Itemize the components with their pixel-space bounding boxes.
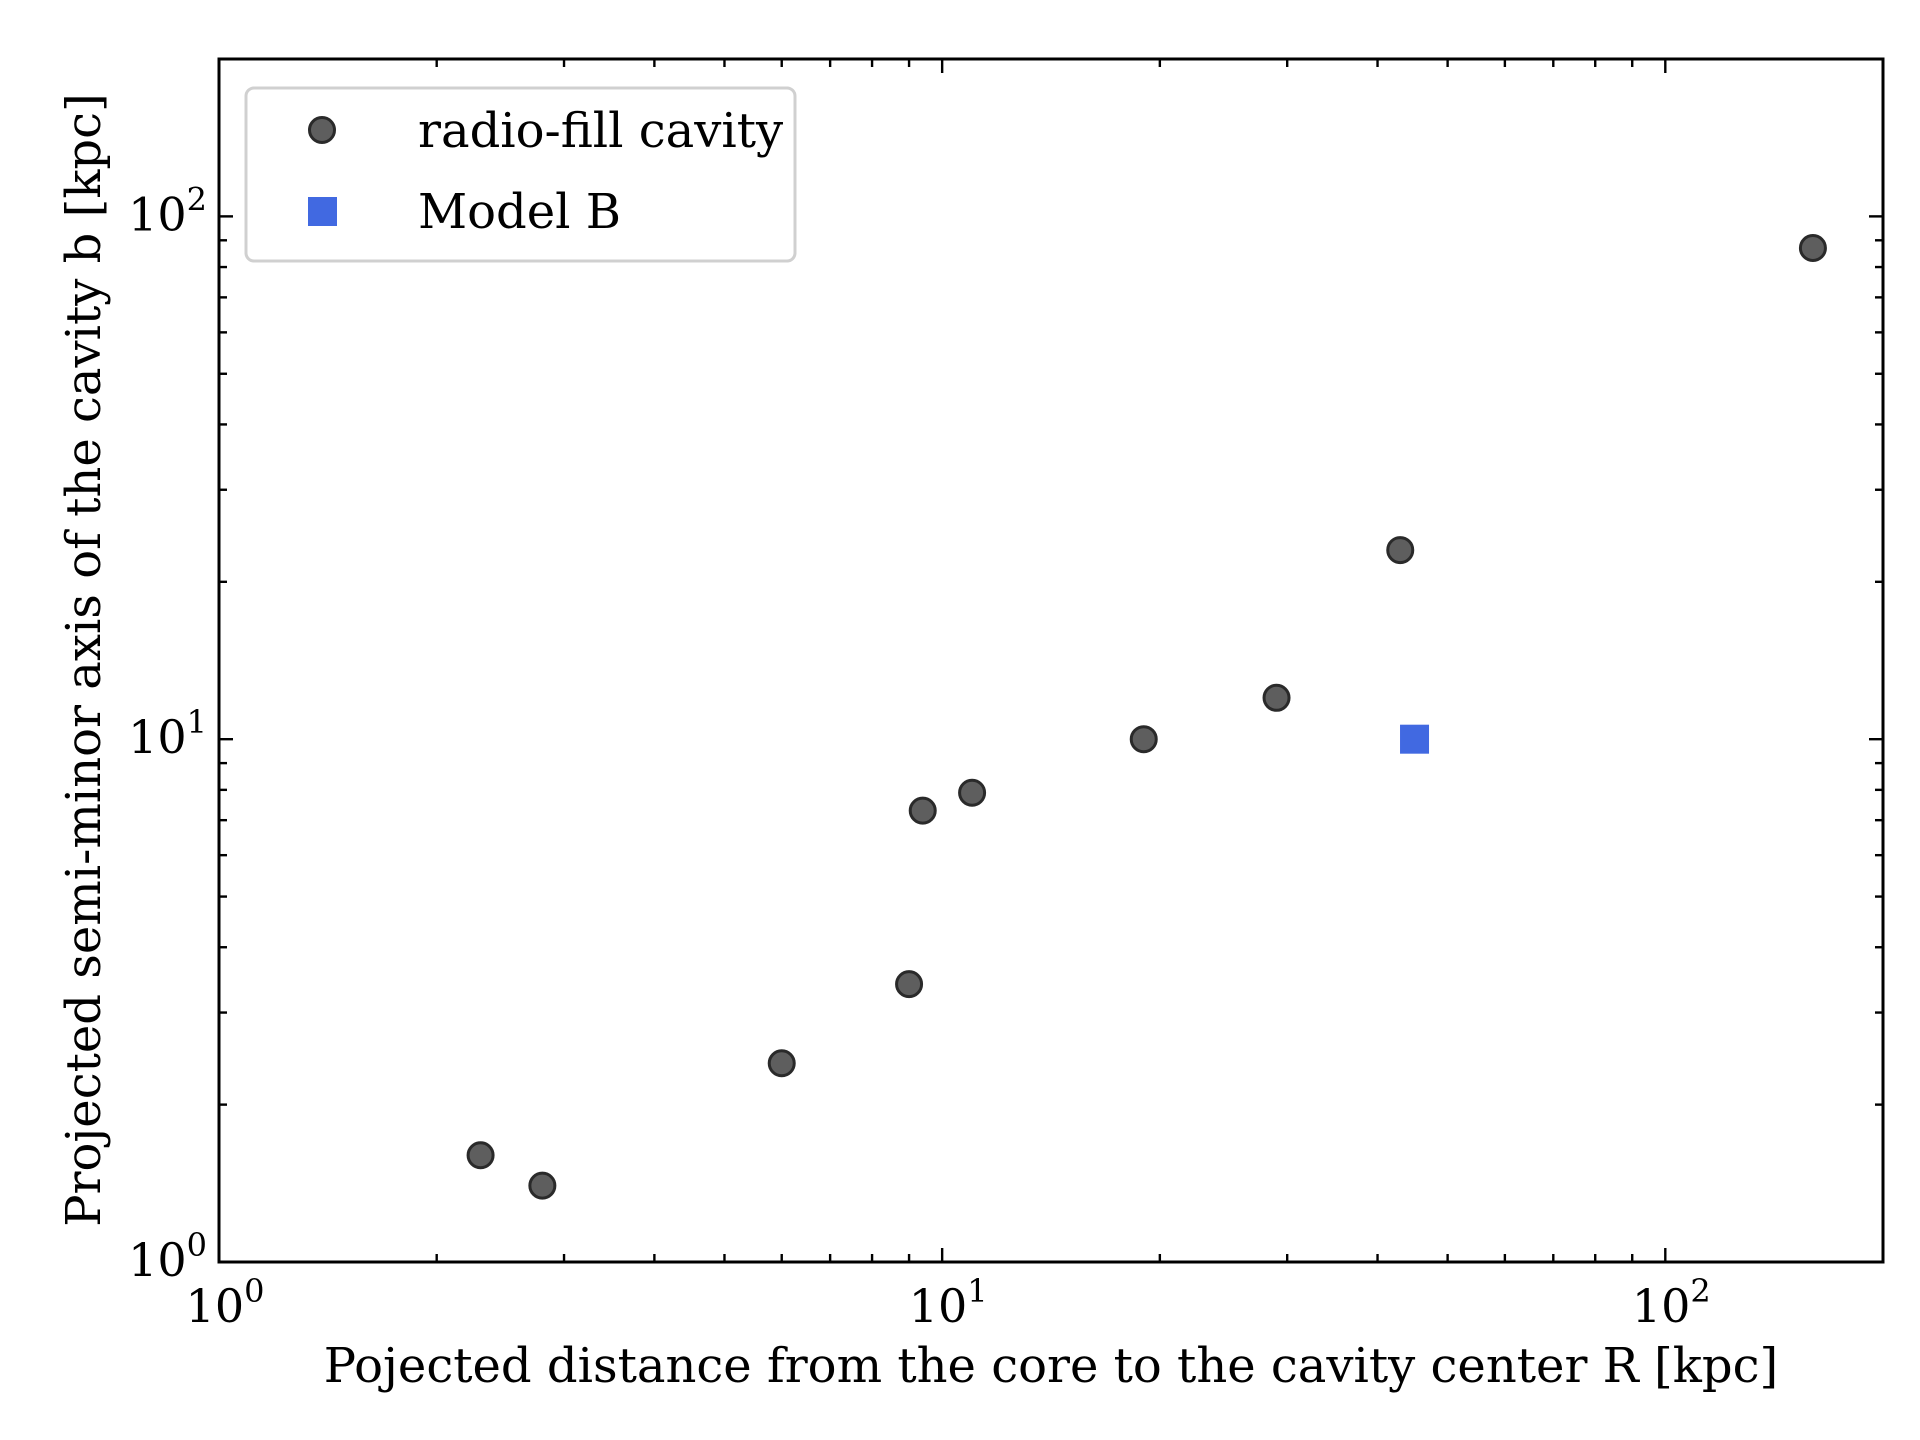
radio-fill-cavity-point: [1262, 683, 1291, 712]
y-tick-label: 102: [128, 180, 207, 241]
axes-frame: [217, 57, 1885, 1264]
radio-fill-cavity-point: [895, 970, 924, 999]
y-axis-label: Projected semi-minor axis of the cavity …: [56, 93, 112, 1226]
data-points: [466, 234, 1827, 1200]
legend: radio-fill cavity Model B: [244, 86, 797, 263]
radio-fill-cavity-point: [908, 796, 937, 825]
radio-fill-cavity-point: [528, 1171, 557, 1200]
x-tick-label: 102: [1632, 1272, 1711, 1333]
y-tick-label: 100: [128, 1226, 207, 1287]
legend-marker-model-b: [308, 197, 337, 226]
legend-label-model-b: Model B: [418, 184, 621, 240]
radio-fill-cavity-point: [1386, 536, 1415, 565]
y-tick-label: 101: [128, 703, 207, 764]
x-axis-label: Pojected distance from the core to the c…: [324, 1338, 1778, 1394]
radio-fill-cavity-point: [1129, 725, 1158, 754]
x-tick-label: 100: [186, 1272, 265, 1333]
radio-fill-cavity-point: [466, 1141, 495, 1170]
axis-ticks: 100 101 102 100 101 102: [128, 57, 1885, 1333]
legend-box: [244, 86, 797, 263]
radio-fill-cavity-point: [958, 778, 987, 807]
radio-fill-cavity-point: [767, 1049, 796, 1078]
legend-label-radio-fill-cavity: radio-fill cavity: [418, 103, 783, 159]
x-tick-label: 101: [909, 1272, 988, 1333]
radio-fill-cavity-point: [1798, 234, 1827, 263]
legend-marker-radio-fill-cavity: [308, 116, 336, 144]
model-b-point: [1400, 724, 1430, 754]
